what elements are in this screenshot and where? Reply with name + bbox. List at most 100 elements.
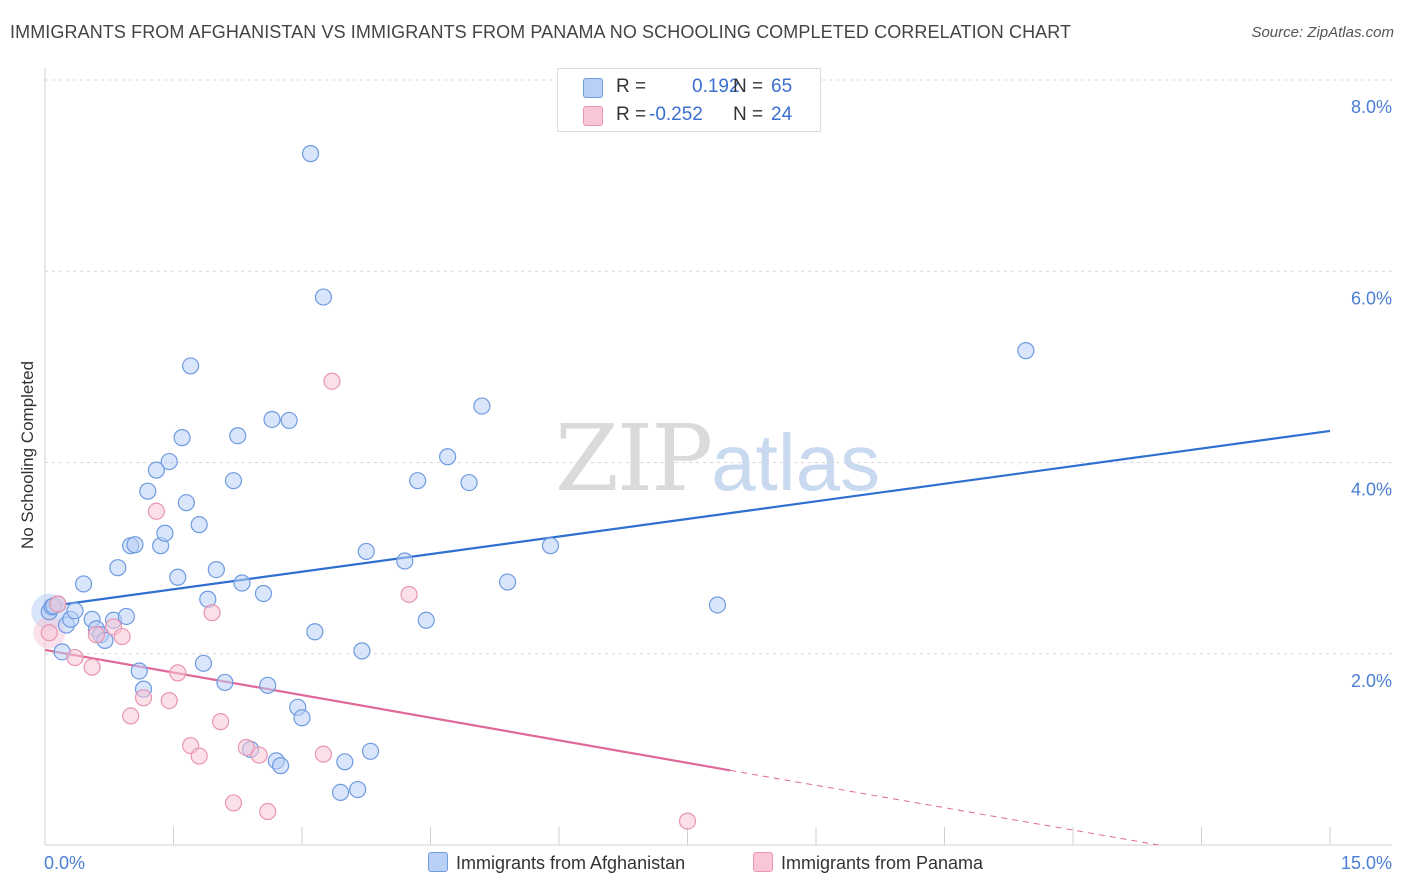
panama-point — [203, 604, 221, 622]
legend-r-label: R = — [616, 76, 647, 97]
afghanistan-point — [194, 654, 213, 672]
y-tick-label: 2.0% — [1351, 671, 1392, 691]
afghanistan-point — [74, 575, 93, 593]
panama-trend-line — [44, 648, 731, 772]
afghanistan-point — [396, 552, 414, 570]
panama-point — [160, 692, 178, 710]
afghanistan-point — [306, 623, 324, 641]
legend-n-value: 65 — [771, 76, 793, 97]
panama-point — [122, 707, 140, 725]
x-tick-label: 0.0% — [44, 853, 85, 873]
afghanistan-point — [147, 461, 165, 479]
bottom-legend-panama: Immigrants from Panama — [753, 852, 983, 874]
chart-title: IMMIGRANTS FROM AFGHANISTAN VS IMMIGRANT… — [10, 22, 1072, 42]
data-points — [31, 145, 1035, 830]
afghanistan-point — [259, 676, 277, 694]
afghanistan-legend-icon — [428, 852, 448, 872]
y-tick-label: 4.0% — [1351, 480, 1392, 500]
source-credit: Source: ZipAtlas.com — [1251, 24, 1394, 41]
afghanistan-point — [293, 709, 311, 727]
panama-point — [66, 648, 84, 667]
afghanistan-point — [139, 482, 157, 500]
afghanistan-trend-line — [44, 429, 1331, 608]
afghanistan-point — [331, 783, 350, 802]
afghanistan-point — [301, 145, 320, 163]
panama-point — [678, 812, 697, 830]
bottom-legend-label: Immigrants from Panama — [781, 853, 984, 873]
legend-r-label: R = — [616, 104, 647, 125]
bottom-legend-afghanistan: Immigrants from Afghanistan — [428, 852, 685, 874]
legend-n-label: N = — [733, 76, 764, 97]
panama-point — [323, 372, 341, 390]
afghanistan-point — [130, 662, 148, 680]
panama-point — [250, 746, 268, 764]
legend-n-label: N = — [733, 104, 764, 125]
afghanistan-point — [216, 673, 234, 692]
afghanistan-point — [314, 288, 333, 306]
legend-row-panama: R = -0.252 N = 24 — [558, 100, 820, 128]
afghanistan-point — [66, 602, 84, 620]
panama-point — [314, 745, 333, 763]
afghanistan-point — [160, 452, 178, 471]
panama-point — [259, 802, 277, 821]
afghanistan-point — [271, 757, 290, 775]
panama-point — [49, 595, 67, 613]
panama-point — [212, 713, 230, 731]
afghanistan-point — [263, 410, 281, 429]
afghanistan-point — [409, 472, 427, 490]
afghanistan-point — [353, 642, 371, 660]
afghanistan-point — [190, 516, 208, 534]
panama-point — [147, 502, 165, 520]
panama-point — [113, 627, 131, 646]
trend-lines — [44, 429, 1331, 846]
panama-point — [83, 658, 101, 676]
afghanistan-point — [357, 542, 375, 561]
afghanistan-point — [336, 753, 354, 771]
axes — [44, 68, 1392, 846]
afghanistan-point — [254, 584, 273, 603]
afghanistan-point — [417, 611, 435, 629]
afghanistan-point — [207, 560, 225, 579]
afghanistan-point — [280, 411, 298, 430]
panama-point — [190, 747, 208, 765]
afghanistan-swatch-icon — [583, 78, 603, 98]
panama-point — [169, 664, 187, 682]
legend-r-value: 0.192 — [692, 76, 740, 97]
afghanistan-point — [169, 568, 187, 586]
correlation-legend: R = 0.192 N = 65 R = -0.252 N = 24 — [557, 68, 821, 132]
tick-labels: 2.0% 4.0% 6.0% 8.0% 0.0% 15.0% — [44, 97, 1392, 873]
afghanistan-point — [109, 559, 127, 577]
afghanistan-point — [126, 536, 144, 554]
afghanistan-point — [708, 596, 727, 614]
panama-point — [237, 738, 255, 757]
watermark-zip: ZIP — [555, 405, 713, 512]
bottom-legend-label: Immigrants from Afghanistan — [456, 853, 686, 873]
afghanistan-point — [541, 537, 560, 555]
panama-point — [224, 794, 243, 812]
panama-legend-icon — [753, 852, 773, 872]
legend-n-value: 24 — [771, 104, 793, 125]
afghanistan-point — [349, 780, 367, 799]
afghanistan-point — [224, 472, 243, 490]
x-tick-label: 15.0% — [1341, 853, 1392, 873]
y-tick-label: 6.0% — [1351, 288, 1392, 308]
afghanistan-point — [361, 742, 380, 760]
panama-point — [134, 689, 153, 707]
panama-point — [87, 626, 106, 644]
afghanistan-point — [233, 574, 251, 592]
afghanistan-point — [460, 473, 478, 492]
afghanistan-point — [173, 429, 191, 447]
afghanistan-point — [473, 397, 491, 415]
gridlines — [45, 79, 1392, 655]
afghanistan-point — [439, 448, 457, 466]
afghanistan-point — [499, 573, 517, 591]
y-tick-label: 8.0% — [1351, 97, 1392, 117]
afghanistan-point — [117, 607, 135, 626]
panama-point — [400, 585, 418, 604]
afghanistan-point — [177, 494, 195, 512]
afghanistan-point — [182, 357, 200, 375]
legend-r-value: -0.252 — [649, 104, 703, 125]
panama-point — [40, 624, 58, 642]
panama-swatch-icon — [583, 106, 603, 126]
